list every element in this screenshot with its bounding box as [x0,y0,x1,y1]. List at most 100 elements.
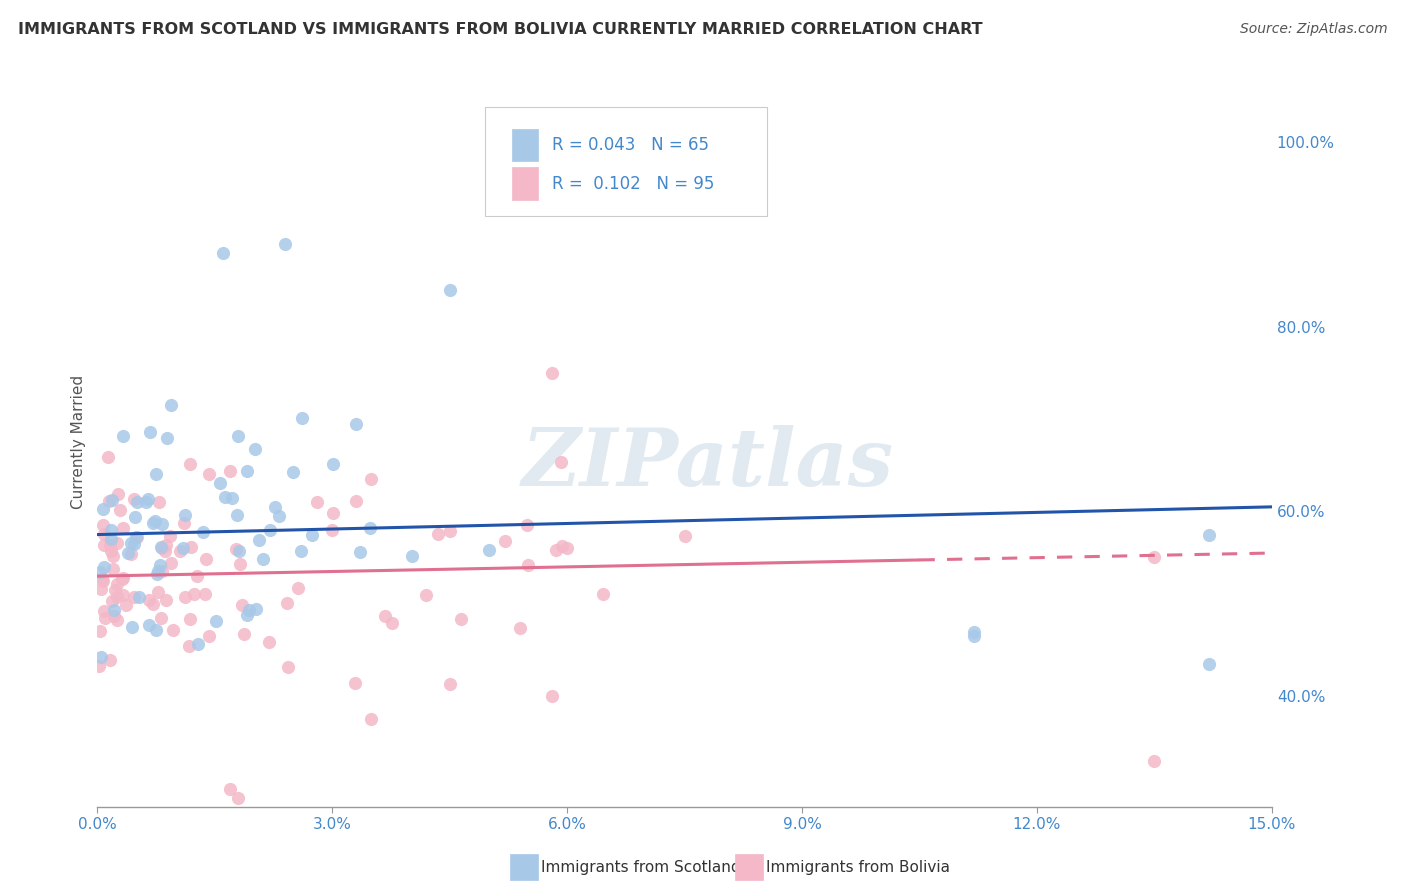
Point [247,533,270,547]
Point [155,593,177,607]
Point [91,518,114,533]
Point [100,523,122,537]
Text: ZIPatlas: ZIPatlas [522,425,894,503]
Point [540,689,562,703]
Point [439,283,461,297]
Point [439,677,461,691]
Point [174,590,197,604]
Point [142,598,165,612]
Point [1198,657,1220,671]
Point [100,533,122,547]
Point [93,559,115,574]
Point [128,590,150,604]
Point [146,564,169,578]
Point [149,558,172,572]
Point [104,582,127,597]
Point [173,516,195,531]
Point [155,544,177,558]
Point [1143,549,1166,564]
Point [93,603,115,617]
Point [94,611,117,625]
Point [138,617,160,632]
Point [322,506,344,520]
Point [963,624,986,639]
Point [169,544,191,558]
Point [111,588,134,602]
Point [135,495,157,509]
Point [155,538,177,552]
Point [229,557,252,571]
Point [236,463,259,477]
Point [259,523,281,537]
Point [159,529,181,543]
Point [97,450,120,464]
Point [450,612,472,626]
Point [93,538,115,552]
Point [100,544,122,558]
Point [117,546,139,560]
Point [148,494,170,508]
Point [257,635,280,649]
Point [344,494,367,508]
Point [179,458,201,472]
Point [555,541,578,556]
Point [90,572,112,586]
Point [120,536,142,550]
Point [494,533,516,548]
Point [101,493,124,508]
Point [101,549,124,564]
Point [1143,754,1166,768]
Point [91,501,114,516]
Point [381,616,404,631]
FancyBboxPatch shape [485,107,766,216]
Point [90,649,112,664]
Text: Source: ZipAtlas.com: Source: ZipAtlas.com [1240,22,1388,37]
Point [544,543,567,558]
Point [301,528,323,542]
Point [162,624,184,638]
Point [89,624,111,638]
Point [360,472,382,486]
Point [205,615,228,629]
Point [179,612,201,626]
Point [121,620,143,634]
Point [673,529,696,543]
Point [145,623,167,637]
Point [321,523,343,537]
Point [963,629,986,643]
Point [219,781,242,796]
Point [232,627,254,641]
Text: IMMIGRANTS FROM SCOTLAND VS IMMIGRANTS FROM BOLIVIA CURRENTLY MARRIED CORRELATIO: IMMIGRANTS FROM SCOTLAND VS IMMIGRANTS F… [18,22,983,37]
Point [263,500,285,515]
Point [146,566,169,581]
Point [226,508,249,522]
Point [427,526,450,541]
Point [277,660,299,674]
Point [120,547,142,561]
Point [517,558,540,572]
Point [100,538,122,552]
Y-axis label: Currently Married: Currently Married [72,376,86,509]
Point [107,487,129,501]
Point [197,467,219,481]
Bar [512,128,538,161]
Point [114,599,136,613]
Point [156,432,179,446]
Point [478,543,501,558]
Point [226,429,249,443]
Point [276,596,298,610]
Point [191,525,214,540]
Point [111,571,134,585]
Point [401,549,423,563]
Point [360,712,382,726]
Point [90,582,112,596]
Point [101,594,124,608]
Text: Immigrants from Bolivia: Immigrants from Bolivia [766,860,950,874]
Point [267,508,290,523]
Point [219,464,242,478]
Point [93,527,115,541]
Point [186,569,208,583]
Bar [512,167,538,200]
Point [322,457,344,471]
Point [592,586,614,600]
